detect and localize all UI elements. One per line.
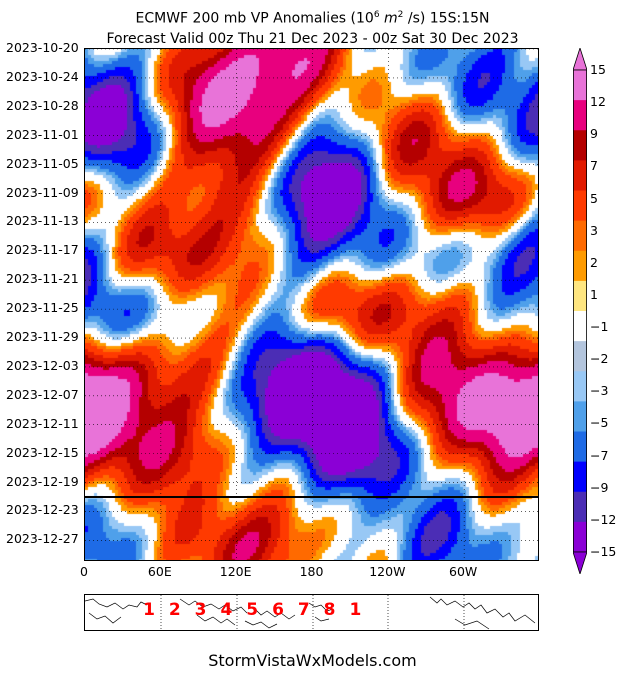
y-tick-label: 2023-11-29 bbox=[6, 329, 79, 344]
colorbar-segment bbox=[573, 341, 587, 372]
colorbar-segment bbox=[573, 491, 587, 523]
mjo-phase-label: 7 bbox=[297, 600, 310, 620]
x-tick-label: 120W bbox=[369, 564, 406, 579]
y-tick-label: 2023-12-11 bbox=[6, 415, 79, 431]
y-tick-label: 2023-10-20 bbox=[6, 40, 79, 55]
colorbar-tick-label: 9 bbox=[590, 126, 598, 142]
mjo-phase-map bbox=[84, 594, 539, 631]
y-tick-label: 2023-12-27 bbox=[6, 531, 79, 547]
y-tick-label: 2023-11-21 bbox=[6, 271, 79, 287]
y-tick-label: 2023-11-13 bbox=[6, 213, 79, 229]
mjo-phase-label: 6 bbox=[272, 600, 284, 620]
colorbar-tick-label: 12 bbox=[590, 94, 606, 110]
x-tick-label: 60W bbox=[449, 564, 478, 579]
colorbar-tick-label: −5 bbox=[590, 415, 609, 431]
colorbar-segment bbox=[573, 220, 587, 252]
x-tick-label: 60E bbox=[147, 564, 172, 579]
chart-subtitle: Forecast Valid 00z Thu 21 Dec 2023 - 00z… bbox=[106, 31, 519, 47]
x-tick-label: 120E bbox=[219, 564, 252, 579]
y-tick-label: 2023-12-15 bbox=[6, 444, 79, 460]
footer-credit: StormVistaWxModels.com bbox=[208, 651, 417, 670]
grid-overlay bbox=[85, 49, 538, 560]
colorbar-tick-label: −1 bbox=[590, 319, 609, 335]
colorbar-segment bbox=[573, 160, 587, 191]
y-tick-label: 2023-11-01 bbox=[6, 126, 79, 142]
mjo-phase-label: 4 bbox=[220, 600, 233, 620]
colorbar-tick-label: −7 bbox=[590, 447, 609, 463]
y-tick-label: 2023-11-09 bbox=[6, 184, 79, 200]
colorbar bbox=[573, 48, 587, 574]
hovmoller-plot bbox=[84, 48, 539, 561]
colorbar-tick-label: −3 bbox=[590, 383, 609, 399]
y-tick-label: 2023-12-23 bbox=[6, 502, 79, 518]
colorbar-tick-label: 5 bbox=[590, 190, 598, 206]
mjo-phase-label: 2 bbox=[168, 600, 181, 620]
colorbar-segment bbox=[573, 100, 587, 131]
colorbar-tick-label: 3 bbox=[590, 222, 598, 238]
colorbar-segment bbox=[573, 70, 587, 101]
colorbar-segment bbox=[573, 461, 587, 493]
colorbar-segment bbox=[573, 130, 587, 161]
colorbar-segment bbox=[573, 311, 587, 342]
y-tick-label: 2023-10-24 bbox=[6, 68, 79, 84]
colorbar-tick-label: −15 bbox=[590, 544, 617, 559]
mjo-phase-label: 1 bbox=[143, 600, 155, 620]
mjo-phase-label: 8 bbox=[323, 600, 336, 620]
mjo-phase-label: 1 bbox=[349, 600, 362, 620]
y-tick-label: 2023-10-28 bbox=[6, 97, 79, 113]
colorbar-segment bbox=[573, 371, 587, 402]
colorbar-tick-label: 2 bbox=[590, 254, 598, 270]
x-tick-label: 180 bbox=[299, 564, 324, 579]
colorbar-segment bbox=[573, 401, 587, 432]
colorbar-segment bbox=[573, 250, 587, 282]
chart-title: ECMWF 200 mb VP Anomalies (106 m2 /s) 15… bbox=[135, 10, 490, 27]
mjo-phase-label: 5 bbox=[246, 600, 259, 620]
y-tick-label: 2023-11-05 bbox=[6, 155, 79, 171]
colorbar-max-arrow bbox=[573, 48, 587, 71]
colorbar-min-arrow bbox=[573, 551, 587, 574]
colorbar-segment bbox=[573, 280, 587, 312]
y-tick-label: 2023-12-03 bbox=[6, 357, 79, 373]
y-tick-label: 2023-12-07 bbox=[6, 386, 79, 402]
colorbar-segment bbox=[573, 431, 587, 463]
colorbar-segment bbox=[573, 521, 587, 553]
colorbar-tick-label: −9 bbox=[590, 479, 609, 495]
colorbar-segment bbox=[573, 190, 587, 222]
world-map-outline-icon bbox=[85, 595, 536, 630]
colorbar-tick-label: 7 bbox=[590, 158, 598, 174]
colorbar-tick-label: 1 bbox=[590, 286, 598, 302]
mjo-phase-label: 3 bbox=[194, 600, 207, 620]
colorbar-tick-label: 15 bbox=[590, 62, 606, 77]
anomaly-heatmap bbox=[85, 49, 538, 560]
y-tick-label: 2023-11-25 bbox=[6, 300, 79, 316]
y-tick-label: 2023-11-17 bbox=[6, 242, 79, 258]
y-tick-label: 2023-12-19 bbox=[6, 473, 79, 489]
colorbar-tick-label: −12 bbox=[590, 511, 617, 527]
colorbar-tick-label: −2 bbox=[590, 351, 609, 367]
x-tick-label: 0 bbox=[80, 564, 88, 579]
